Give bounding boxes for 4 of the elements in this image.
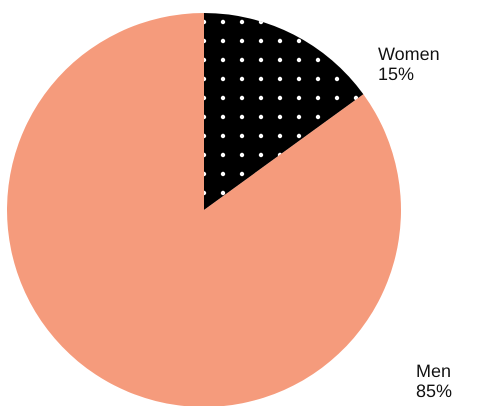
data-label: 15% bbox=[378, 64, 414, 84]
slice-label: Men bbox=[416, 361, 452, 381]
slice-label: Women bbox=[378, 44, 440, 64]
data-label: 85% bbox=[416, 381, 452, 401]
